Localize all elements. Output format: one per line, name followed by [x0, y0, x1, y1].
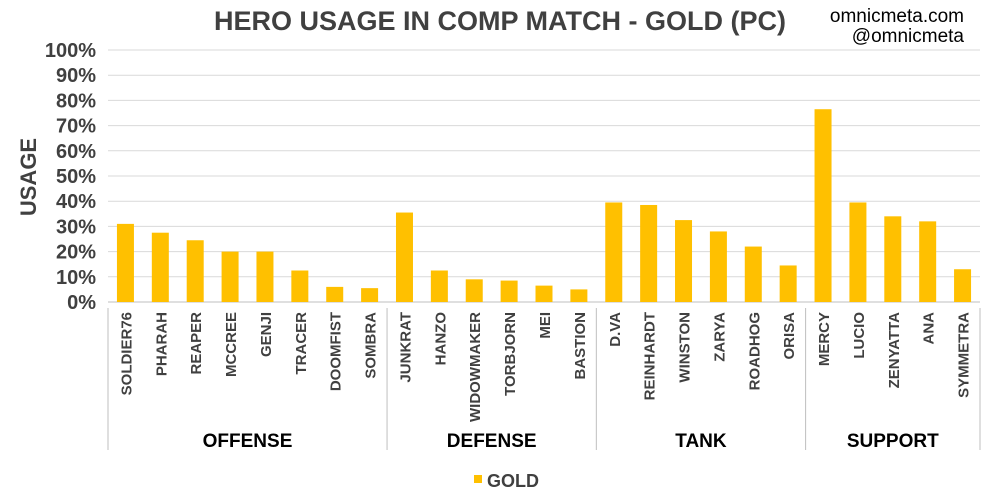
y-tick-label: 40%	[56, 191, 96, 213]
x-tick-label: JUNKRAT	[397, 312, 414, 383]
bar-hanzo	[430, 270, 448, 302]
y-tick-label: 0%	[67, 292, 96, 314]
x-tick-label: PHARAH	[153, 312, 170, 376]
x-tick-label: MEI	[537, 312, 554, 339]
y-tick-label: 50%	[56, 166, 96, 188]
y-axis-label: USAGE	[16, 138, 41, 216]
y-tick-label: 70%	[56, 116, 96, 138]
bar-symmetra	[954, 269, 972, 302]
y-tick-label: 90%	[56, 65, 96, 87]
bar-pharah	[151, 232, 169, 302]
bar-tracer	[291, 270, 309, 302]
x-tick-label: ANA	[921, 312, 938, 345]
bar-orisa	[779, 265, 797, 302]
group-label: DEFENSE	[447, 431, 537, 452]
bar-dva	[605, 202, 623, 302]
x-tick-label: SOMBRA	[363, 312, 380, 379]
bar-widowmaker	[465, 279, 483, 302]
bar-bastion	[570, 289, 588, 302]
x-tick-label: TORBJORN	[502, 312, 519, 396]
bar-zarya	[709, 231, 727, 302]
x-tick-label: HANZO	[432, 312, 449, 366]
y-tick-label: 30%	[56, 216, 96, 238]
x-tick-label: GENJI	[258, 312, 275, 357]
y-tick-label: 80%	[56, 90, 96, 112]
y-tick-label: 100%	[45, 40, 96, 62]
bar-torbjorn	[500, 280, 518, 302]
x-tick-label: ROADHOG	[746, 312, 763, 390]
x-tick-label: REAPER	[188, 312, 205, 375]
x-tick-label: LUCIO	[851, 312, 868, 359]
bar-doomfist	[326, 286, 344, 302]
group-label: SUPPORT	[847, 431, 939, 452]
bar-reinhardt	[640, 204, 658, 302]
credit-handle: @omnicmeta	[851, 26, 964, 47]
bar-zenyatta	[884, 216, 902, 302]
x-tick-label: MCCREE	[223, 312, 240, 377]
bar-mei	[535, 285, 553, 302]
bar-mercy	[814, 109, 832, 302]
legend-swatch	[474, 475, 482, 483]
bar-ana	[919, 221, 937, 302]
y-tick-label: 60%	[56, 141, 96, 163]
x-tick-label: WIDOWMAKER	[467, 312, 484, 422]
bar-reaper	[186, 240, 204, 302]
x-tick-label: BASTION	[572, 312, 589, 380]
y-tick-label: 20%	[56, 242, 96, 264]
x-tick-label: TRACER	[293, 312, 310, 375]
credit-website: omnicmeta.com	[829, 6, 964, 27]
x-tick-label: MERCY	[816, 312, 833, 366]
chart-title: HERO USAGE IN COMP MATCH - GOLD (PC)	[214, 6, 786, 36]
x-tick-label: WINSTON	[677, 312, 694, 383]
y-tick-label: 10%	[56, 267, 96, 289]
bar-roadhog	[744, 246, 762, 302]
x-tick-label: ZARYA	[711, 312, 728, 362]
bar-sombra	[361, 288, 379, 302]
bar-soldier76	[116, 223, 134, 302]
group-label: OFFENSE	[203, 431, 293, 452]
x-tick-label: SOLDIER76	[118, 312, 135, 395]
legend-label: GOLD	[487, 471, 539, 491]
x-tick-label: DOOMFIST	[328, 312, 345, 391]
x-tick-label: SYMMETRA	[956, 312, 973, 398]
x-tick-label: REINHARDT	[642, 312, 659, 400]
bar-lucio	[849, 202, 867, 302]
x-tick-label: ORISA	[781, 312, 798, 360]
bar-junkrat	[395, 212, 413, 302]
bar-mccree	[221, 251, 239, 302]
bar-genji	[256, 251, 274, 302]
group-label: TANK	[675, 431, 727, 452]
bar-winston	[675, 220, 693, 302]
x-tick-label: D.VA	[607, 312, 624, 347]
x-tick-label: ZENYATTA	[886, 312, 903, 389]
